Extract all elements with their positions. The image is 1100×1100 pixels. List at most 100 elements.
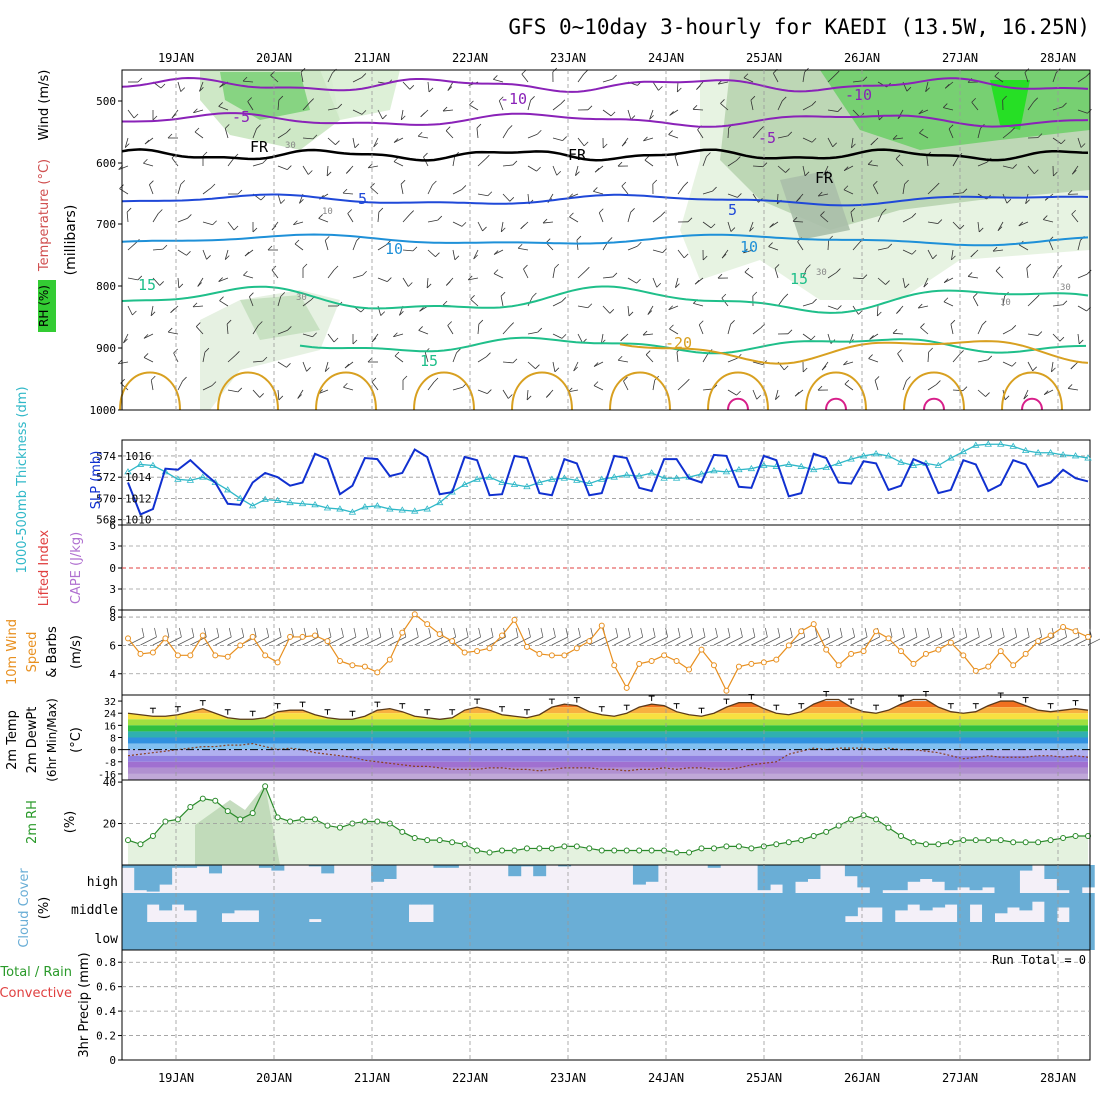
temp2m-tick-label-3: 8 [110, 734, 116, 745]
cloud-bar-high-11 [258, 865, 272, 868]
wind-barb-flag [796, 197, 801, 202]
wind-barb [377, 212, 380, 223]
cloud-bar-middle-34 [545, 893, 559, 922]
wind-barb [427, 219, 438, 223]
wind-barb [1052, 137, 1062, 145]
thickness-point-4 [174, 475, 182, 482]
wind-barb [627, 245, 638, 251]
wind-barb [127, 277, 138, 281]
rh2m-point-66 [947, 839, 954, 846]
wind-barb [252, 360, 263, 363]
wind-barb [823, 165, 829, 176]
rh-shade-6 [990, 80, 1030, 130]
wind-barb-flag [182, 376, 187, 382]
wind-barb [543, 221, 554, 224]
rh2m-point-40 [623, 847, 630, 854]
thickness-point-62 [897, 458, 905, 465]
rh2m-point-71 [1010, 839, 1017, 846]
wind-barb [243, 274, 254, 279]
cloud-bar-middle-17 [333, 893, 347, 922]
wind-barb-flag [521, 69, 527, 75]
wind-barb-flag [743, 248, 748, 254]
wind-barb-flag [337, 103, 343, 109]
cloud-level-middle: middle [71, 903, 118, 918]
thickness-point-18 [348, 508, 357, 515]
cloud-bar-middle-77 [1081, 893, 1095, 922]
date-bottom-4: 23JAN [550, 1071, 586, 1085]
wind10-barb-47 [713, 636, 731, 646]
wind-barb-flag [412, 246, 418, 252]
wind-barb-flag [868, 354, 873, 359]
wind-barb-flag [967, 272, 973, 277]
cloud-bar-middle-19 [358, 893, 372, 922]
wind-barb-flag [906, 86, 912, 92]
wind-barb [649, 109, 654, 120]
wind-barb-flag [362, 270, 367, 276]
wind-barb-flag [299, 199, 304, 204]
wind-barb [602, 109, 612, 117]
rh2m-point-55 [810, 832, 817, 839]
wind-barb [1002, 361, 1013, 367]
wind10-barb-22 [402, 636, 419, 646]
slp-tick-label-0: 1016 [125, 450, 152, 463]
wind-barb [744, 271, 754, 279]
wind-barb-flag [218, 277, 223, 282]
wind-barb [598, 212, 604, 223]
contour-label-4: FR [250, 138, 269, 156]
wind10-barb-feather-16 [341, 627, 344, 638]
wind-barb [318, 389, 329, 394]
wind-barb-flag [361, 110, 367, 115]
temp-band-3 [128, 713, 1088, 720]
wind-barb-flag [382, 114, 387, 120]
wind-barb [743, 77, 754, 83]
wind-barb [418, 135, 429, 139]
wind-barb-flag [342, 188, 348, 194]
wind10-barb-feather-41 [652, 627, 656, 638]
thickness-point-74 [1046, 448, 1055, 456]
rh2m-point-73 [1035, 839, 1042, 846]
wind-barb [127, 109, 135, 119]
wind-barb-flag [877, 311, 882, 317]
wind10-barb-feather-28 [490, 627, 494, 638]
cloud-bar-middle-41 [632, 893, 646, 922]
wind10-point-32 [523, 643, 530, 650]
contour-30-lobe [727, 397, 749, 411]
wind-barb-flag [804, 171, 810, 177]
wind-barb [427, 81, 430, 92]
wind-barb-flag [867, 160, 873, 165]
wind10-barb-59 [863, 636, 880, 646]
wind-barb-flag [554, 367, 560, 373]
rh2m-point-0 [125, 837, 131, 844]
upper-rh-label: RH (%) [37, 285, 51, 327]
wind-barb [445, 130, 454, 139]
wind-barb-flag [785, 168, 790, 173]
wind-barb-flag [120, 378, 125, 384]
thickness-point-22 [398, 506, 406, 513]
wind-barb [750, 100, 754, 111]
wind-barb-flag [994, 71, 1000, 77]
wind10-barb-74 [1050, 636, 1067, 646]
wind-barb-flag [918, 109, 924, 115]
cloud-bar-high-69 [982, 865, 995, 888]
wind10-barb-feather-68 [989, 627, 993, 638]
cloud-bar-middle-58 [844, 893, 858, 917]
date-top-3: 22JAN [452, 51, 488, 65]
wind-barb [1027, 298, 1036, 307]
temp-band-9 [128, 749, 1088, 756]
wind-barb [792, 220, 804, 223]
cloud-units: (%) [37, 897, 52, 920]
wind-barb-flag [612, 74, 617, 80]
rh2m-point-72 [1022, 839, 1029, 846]
thickness-point-11 [261, 495, 269, 502]
wind-barb [152, 277, 160, 286]
cloud-bar-middle-67 [957, 893, 971, 922]
wind-barb [118, 165, 129, 170]
wind-barb-flag [928, 347, 933, 353]
wind-barb [902, 249, 913, 255]
wind-barb [124, 137, 129, 148]
wind10-point-3 [162, 635, 169, 642]
wind10-barb-33 [539, 636, 556, 646]
rh2m-point-61 [885, 824, 892, 831]
wind10-barb-8 [227, 636, 244, 646]
wind-barb [1002, 296, 1005, 307]
